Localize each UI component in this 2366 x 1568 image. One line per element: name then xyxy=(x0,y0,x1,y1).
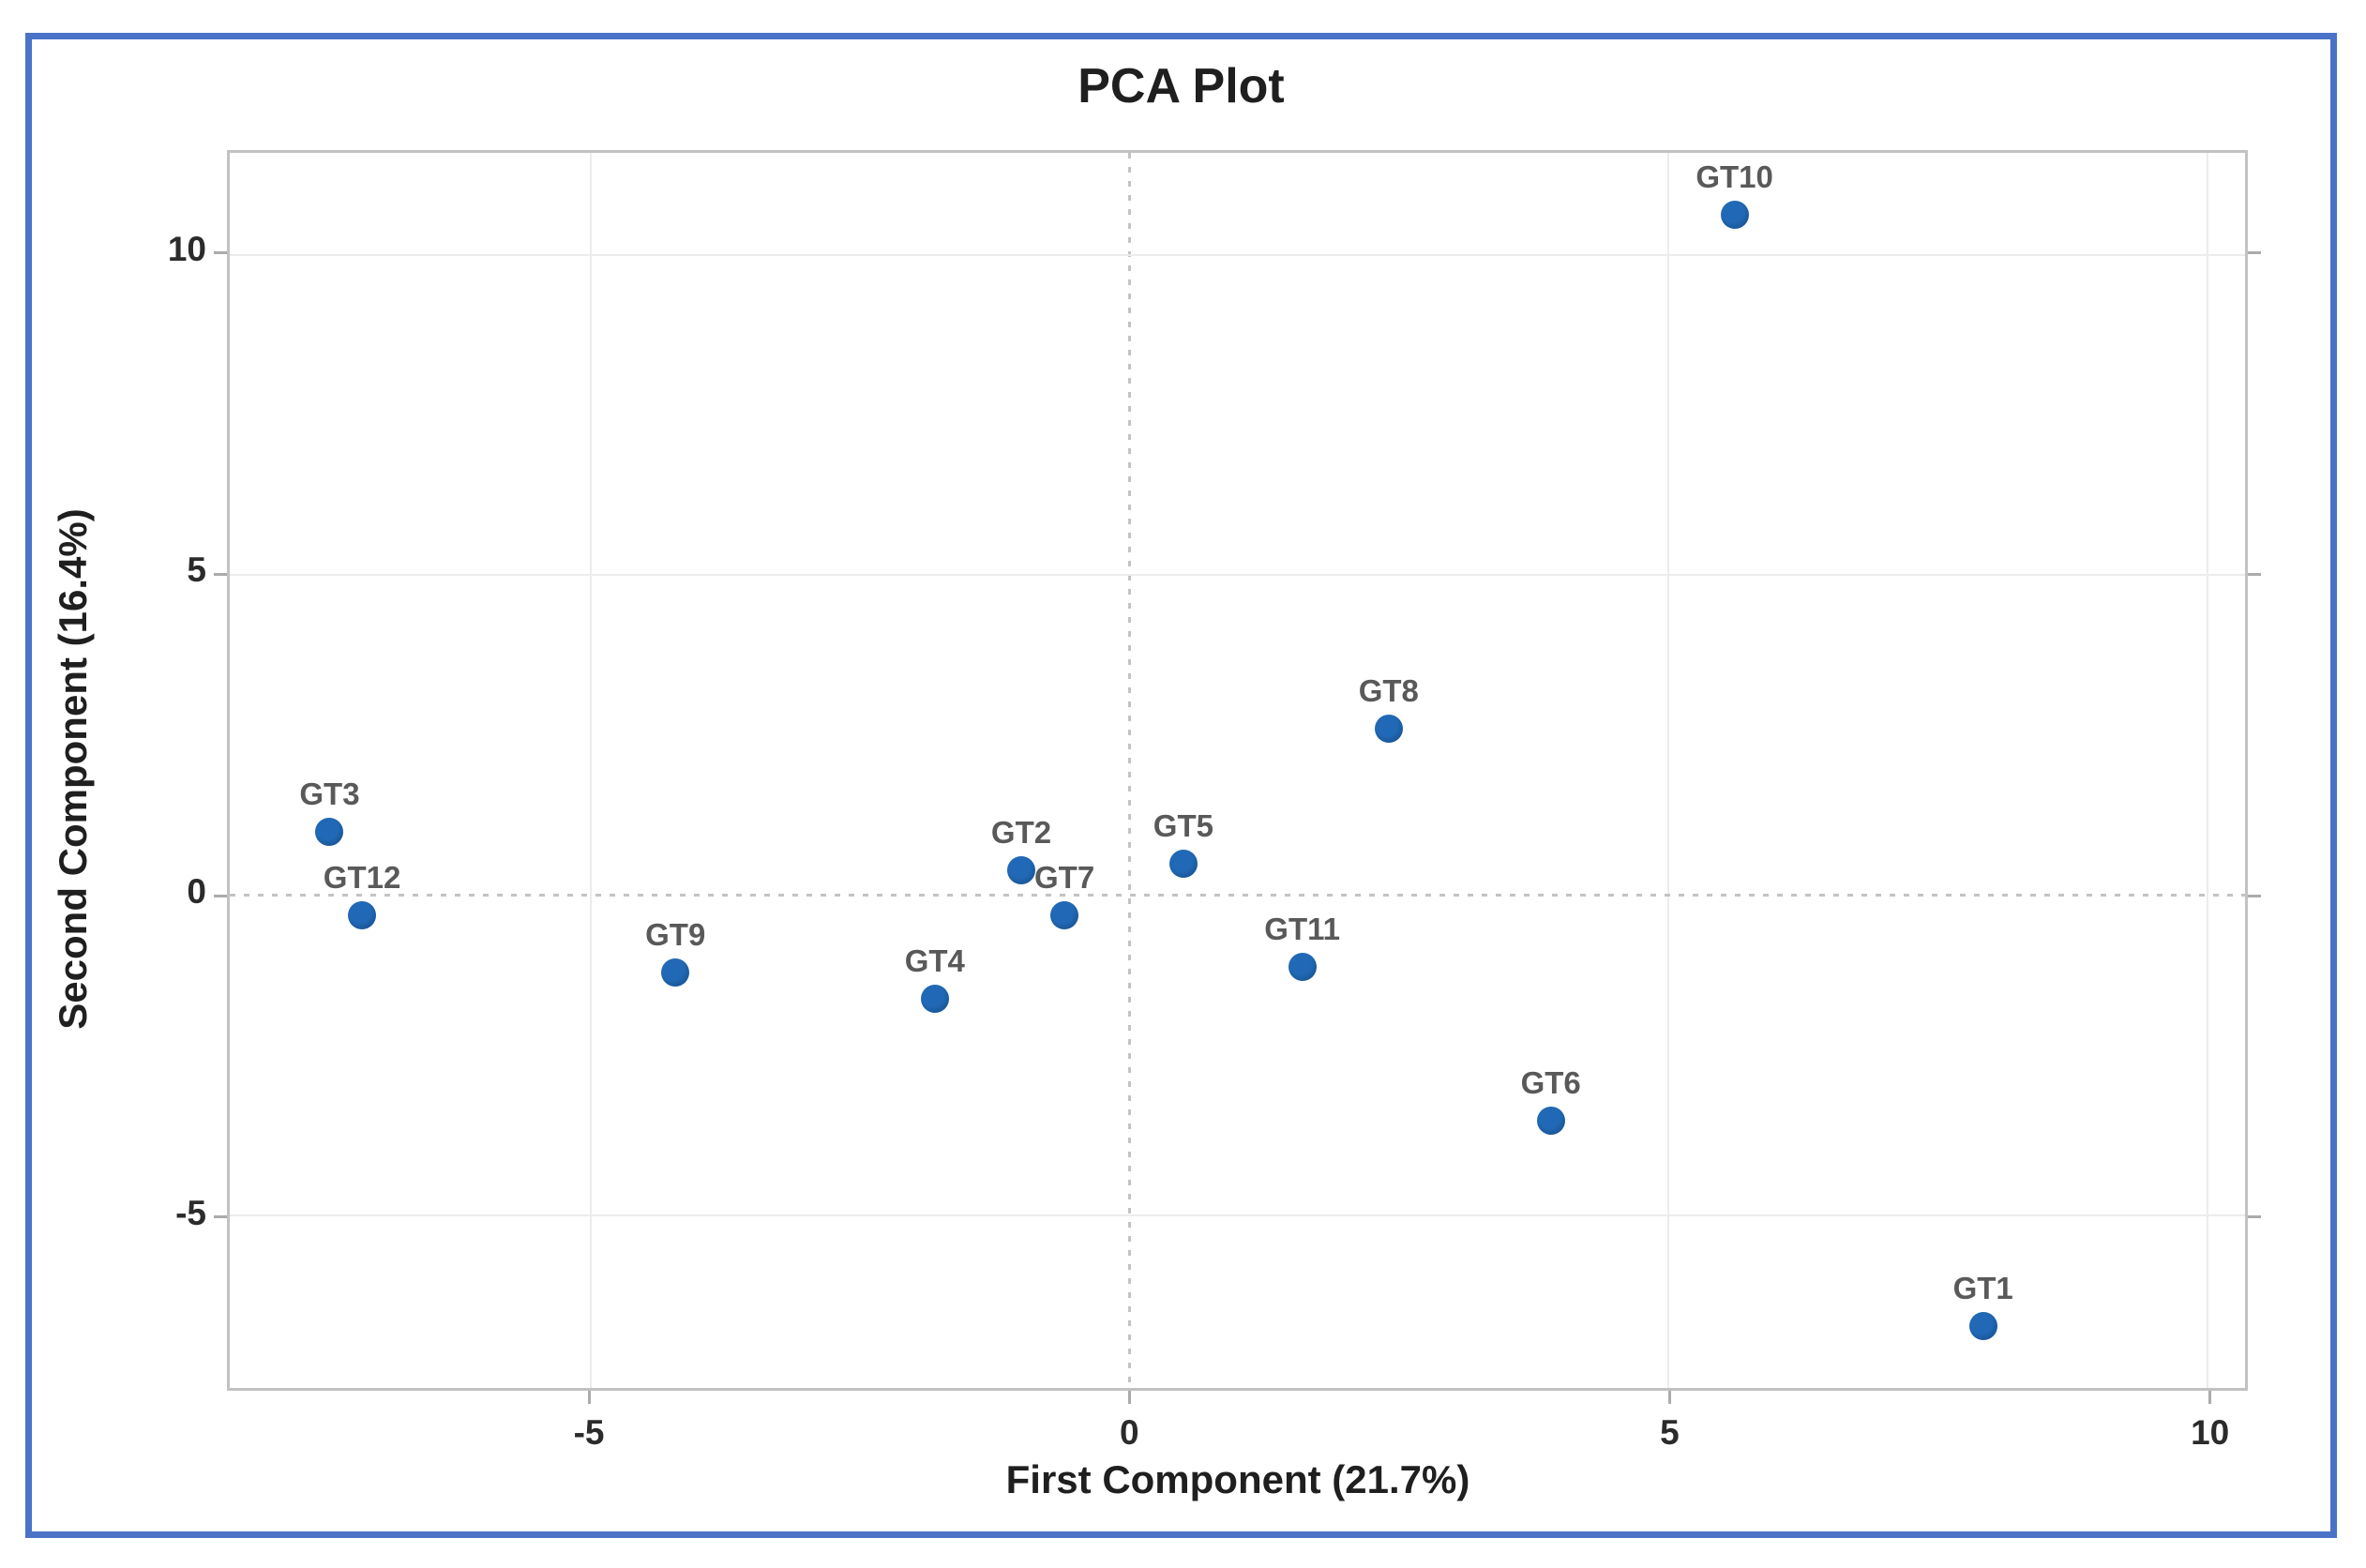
point-label-GT11: GT11 xyxy=(1264,911,1340,946)
y-axis-tick xyxy=(214,1215,227,1219)
y-tick-label: 10 xyxy=(167,229,206,268)
point-label-GT6: GT6 xyxy=(1520,1065,1581,1101)
data-point-GT3 xyxy=(315,817,344,846)
y-axis-tick-right xyxy=(2248,251,2261,255)
y-axis-tick-right xyxy=(2248,894,2261,897)
y-tick-label: -5 xyxy=(175,1193,206,1232)
y-gridline xyxy=(230,1214,2245,1216)
x-tick-label: 0 xyxy=(1119,1413,1139,1452)
point-label-GT10: GT10 xyxy=(1695,158,1773,194)
point-label-GT2: GT2 xyxy=(990,814,1052,850)
data-point-GT5 xyxy=(1168,849,1198,878)
x-tick-label: 5 xyxy=(1660,1413,1680,1452)
x-axis-tick xyxy=(1667,1391,1671,1404)
data-point-GT8 xyxy=(1374,714,1403,743)
point-label-GT7: GT7 xyxy=(1034,859,1095,895)
data-point-GT4 xyxy=(920,984,949,1013)
data-point-GT10 xyxy=(1720,200,1749,229)
x-gridline xyxy=(2206,153,2208,1388)
y-gridline xyxy=(230,254,2245,257)
y-axis-tick xyxy=(214,251,227,255)
data-point-GT11 xyxy=(1288,952,1317,981)
x-tick-label: 10 xyxy=(2191,1413,2230,1452)
data-point-GT2 xyxy=(1007,855,1036,884)
x-axis-tick xyxy=(587,1391,591,1404)
data-point-GT6 xyxy=(1536,1107,1565,1136)
chart-title: PCA Plot xyxy=(1078,59,1285,113)
y-axis-tick xyxy=(214,894,227,897)
data-point-GT7 xyxy=(1050,900,1079,929)
x-tick-label: -5 xyxy=(573,1413,605,1452)
point-label-GT5: GT5 xyxy=(1153,807,1213,843)
data-point-GT12 xyxy=(348,900,377,929)
x-zero-reference-line xyxy=(1128,153,1132,1388)
point-label-GT3: GT3 xyxy=(299,776,360,811)
x-axis-tick xyxy=(1127,1391,1131,1404)
y-axis-tick xyxy=(214,572,227,576)
y-tick-label: 5 xyxy=(187,550,206,590)
x-gridline xyxy=(1667,153,1670,1388)
x-axis-tick xyxy=(2208,1391,2212,1404)
y-zero-reference-line xyxy=(230,894,2245,897)
plot-area xyxy=(227,150,2248,1391)
point-label-GT9: GT9 xyxy=(645,917,706,953)
point-label-GT12: GT12 xyxy=(323,859,401,895)
point-label-GT1: GT1 xyxy=(1952,1271,2013,1306)
point-label-GT8: GT8 xyxy=(1358,672,1419,708)
y-gridline xyxy=(230,574,2245,577)
data-point-GT1 xyxy=(1968,1312,1997,1341)
point-label-GT4: GT4 xyxy=(904,942,965,978)
y-axis-tick-right xyxy=(2248,1215,2261,1219)
data-point-GT9 xyxy=(661,958,690,988)
x-gridline xyxy=(589,153,592,1388)
x-axis-title: First Component (21.7%) xyxy=(1005,1457,1470,1501)
y-tick-label: 0 xyxy=(187,872,206,912)
y-axis-tick-right xyxy=(2248,572,2261,576)
